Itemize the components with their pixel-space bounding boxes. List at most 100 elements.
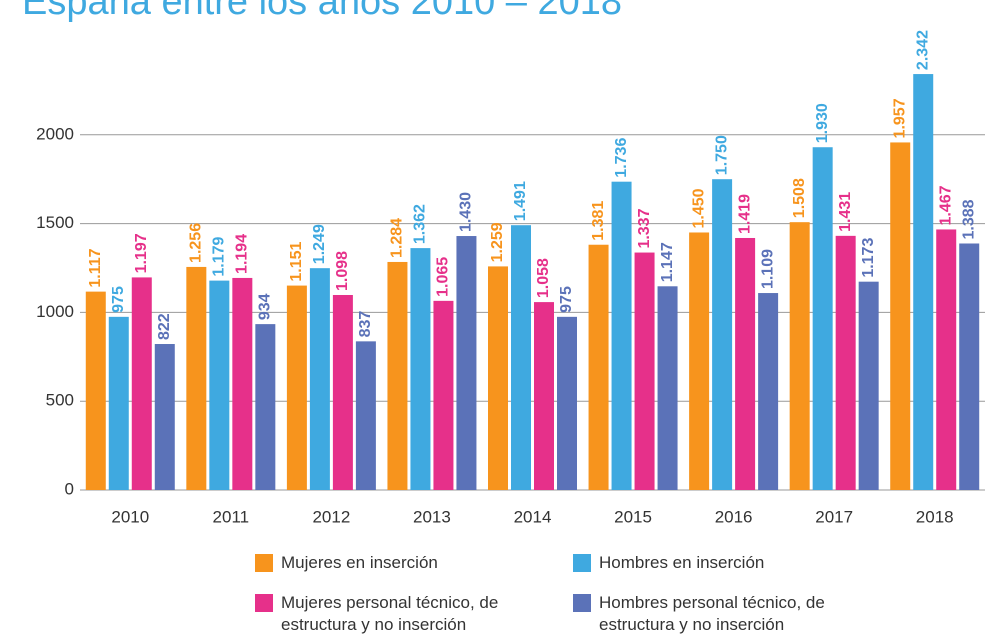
- legend-swatch: [573, 594, 591, 612]
- bar: [355, 341, 376, 490]
- x-tick-label: 2011: [213, 507, 250, 526]
- bar: [255, 324, 276, 490]
- value-label: 1.058: [535, 258, 552, 298]
- x-tick-label: 2013: [413, 507, 451, 526]
- bar: [309, 268, 330, 490]
- legend-item: Mujeres personal técnico, de estructura …: [255, 592, 511, 636]
- value-label: 1.750: [713, 135, 730, 175]
- legend-swatch: [255, 594, 273, 612]
- value-label: 1.419: [736, 194, 753, 234]
- bar: [131, 277, 152, 490]
- bar: [959, 243, 980, 490]
- legend-label: Mujeres en inserción: [281, 553, 438, 572]
- bar: [511, 225, 531, 490]
- bar: [387, 261, 408, 490]
- bar: [890, 142, 911, 490]
- value-label: 1.065: [435, 257, 452, 297]
- value-label: 1.147: [659, 242, 676, 282]
- bar: [588, 244, 609, 490]
- bar: [835, 235, 856, 490]
- value-label: 975: [110, 286, 127, 313]
- x-tick-label: 2014: [514, 507, 552, 526]
- bar: [657, 286, 678, 490]
- bar: [913, 74, 934, 491]
- value-label: 1.450: [690, 188, 707, 228]
- value-label: 1.431: [837, 192, 854, 232]
- legend-label: Hombres personal técnico, de estructura …: [599, 593, 825, 634]
- bar: [232, 277, 253, 490]
- value-label: 1.249: [311, 224, 328, 264]
- value-label: 1.736: [613, 138, 630, 178]
- bar: [712, 179, 733, 490]
- value-label: 1.491: [512, 181, 529, 221]
- value-label: 1.381: [590, 201, 607, 241]
- value-label: 1.151: [288, 241, 305, 281]
- value-label: 1.430: [458, 192, 475, 232]
- value-label: 1.284: [389, 218, 406, 258]
- bar: [332, 294, 353, 490]
- bar: [410, 248, 431, 490]
- bar: [735, 237, 756, 490]
- y-tick-label: 500: [46, 391, 74, 410]
- x-tick-label: 2015: [614, 507, 652, 526]
- value-label: 1.388: [960, 199, 977, 239]
- bar: [858, 281, 879, 490]
- value-label: 934: [257, 293, 274, 320]
- value-label: 1.117: [87, 248, 104, 287]
- bar: [488, 266, 508, 490]
- bar: [154, 344, 175, 490]
- legend-swatch: [255, 554, 273, 572]
- value-label: 1.508: [791, 178, 808, 218]
- x-tick-label: 2010: [111, 507, 149, 526]
- bar: [689, 232, 710, 491]
- bar: [433, 300, 454, 490]
- value-label: 1.098: [334, 251, 351, 291]
- value-label: 1.930: [814, 103, 831, 143]
- bar: [812, 147, 833, 490]
- value-label: 1.337: [636, 208, 653, 248]
- legend-item: Mujeres en inserción: [255, 552, 511, 574]
- bar: [85, 291, 106, 490]
- value-label: 975: [558, 286, 575, 313]
- value-label: 1.197: [133, 233, 150, 273]
- value-label: 1.957: [891, 98, 908, 138]
- y-tick-label: 0: [65, 479, 74, 498]
- value-label: 1.362: [412, 204, 429, 244]
- bar: [456, 236, 477, 490]
- value-label: 837: [357, 311, 374, 338]
- bar: [209, 280, 230, 490]
- value-label: 1.256: [188, 223, 205, 263]
- value-label: 1.179: [211, 236, 228, 276]
- legend-item: Hombres personal técnico, de estructura …: [573, 592, 829, 636]
- y-tick-label: 1500: [36, 213, 74, 232]
- legend-label: Hombres en inserción: [599, 553, 765, 572]
- y-tick-label: 2000: [36, 124, 74, 143]
- bar: [108, 316, 129, 490]
- bar: [789, 222, 810, 490]
- bar: [936, 229, 957, 490]
- x-tick-label: 2017: [815, 507, 853, 526]
- value-label: 822: [156, 313, 173, 340]
- bar: [534, 302, 554, 490]
- x-tick-label: 2012: [312, 507, 350, 526]
- bar: [186, 266, 207, 490]
- x-tick-label: 2016: [715, 507, 753, 526]
- bar: [286, 285, 307, 490]
- y-tick-label: 1000: [36, 302, 74, 321]
- bar: [634, 252, 655, 490]
- legend-item: Hombres en inserción: [573, 552, 829, 574]
- value-label: 1.173: [860, 238, 877, 278]
- bar: [611, 181, 632, 490]
- value-label: 1.194: [234, 234, 251, 274]
- legend-label: Mujeres personal técnico, de estructura …: [281, 593, 499, 634]
- value-label: 2.342: [914, 30, 931, 70]
- value-label: 1.259: [489, 222, 506, 262]
- value-label: 1.467: [937, 185, 954, 225]
- bar: [758, 293, 779, 490]
- chart-title: España entre los años 2010 – 2018: [22, 0, 622, 23]
- legend-swatch: [573, 554, 591, 572]
- x-tick-label: 2018: [916, 507, 954, 526]
- value-label: 1.109: [759, 249, 776, 289]
